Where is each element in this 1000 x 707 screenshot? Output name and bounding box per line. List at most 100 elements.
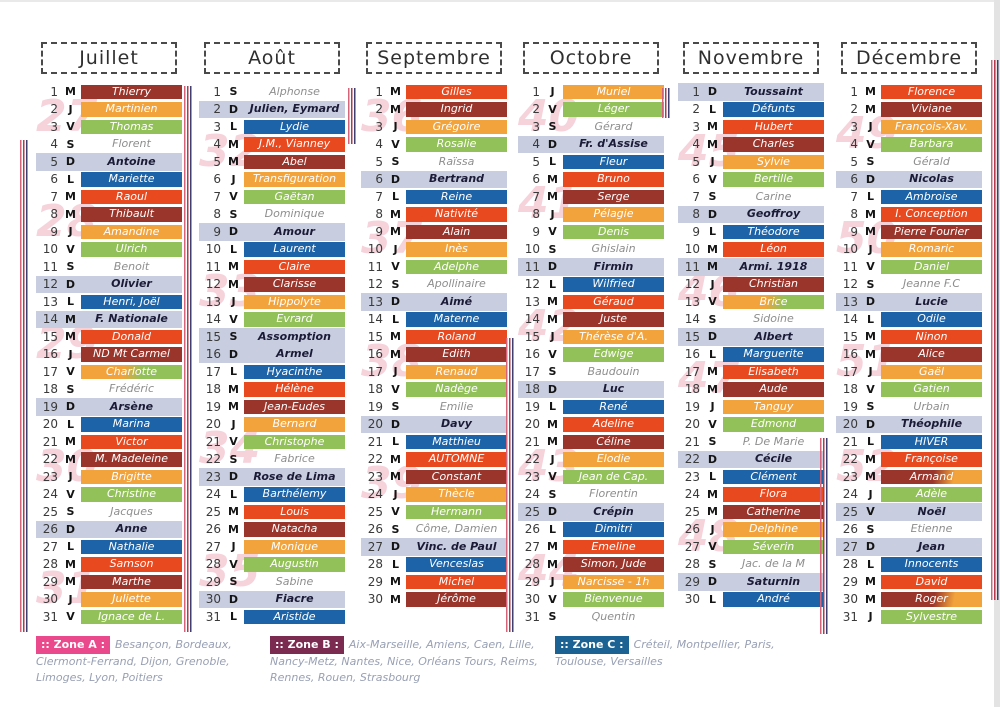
day-row: 3 J Grégoire bbox=[361, 118, 507, 136]
day-number: 16 bbox=[842, 347, 858, 362]
day-number: 22 bbox=[42, 452, 58, 467]
weekday-letter: D bbox=[547, 260, 558, 274]
day-number: 16 bbox=[524, 347, 540, 362]
day-number: 8 bbox=[532, 207, 540, 222]
weekday-letter: M bbox=[390, 225, 401, 239]
day-number: 10 bbox=[205, 242, 221, 257]
weekday-letter: M bbox=[228, 382, 239, 396]
weekday-letter: M bbox=[228, 505, 239, 519]
day-number: 29 bbox=[205, 574, 221, 589]
day-name: Gérard bbox=[594, 119, 633, 133]
weekday-letter: L bbox=[229, 365, 237, 379]
day-name: Reine bbox=[406, 189, 507, 204]
day-name: Edith bbox=[406, 347, 507, 362]
day-name: Abel bbox=[244, 154, 345, 169]
day-row: 7 S Carine bbox=[678, 188, 824, 206]
weekday-letter: S bbox=[229, 452, 238, 466]
day-row: 7 L Ambroise bbox=[836, 188, 982, 206]
day-number: 2 bbox=[50, 102, 58, 117]
day-name: Fr. d'Assise bbox=[579, 137, 648, 150]
day-name: Olivier bbox=[111, 277, 152, 290]
day-row: 28 L Venceslas bbox=[361, 556, 507, 574]
day-name: Claire bbox=[244, 259, 345, 274]
day-number: 3 bbox=[50, 119, 58, 134]
day-name: Davy bbox=[441, 417, 472, 430]
day-number: 12 bbox=[42, 277, 58, 292]
day-row: 26 M Natacha bbox=[199, 521, 345, 539]
day-name: Charles bbox=[723, 137, 824, 152]
day-name: ND Mt Carmel bbox=[81, 347, 182, 362]
day-row: 8 S Dominique bbox=[199, 206, 345, 224]
zone-b-badge: :: Zone B : bbox=[270, 636, 344, 654]
weekday-letter: J bbox=[231, 417, 236, 431]
day-number: 20 bbox=[42, 417, 58, 432]
day-number: 14 bbox=[684, 312, 700, 327]
day-number: 15 bbox=[842, 329, 858, 344]
day-row: 6 D Bertrand bbox=[361, 170, 507, 188]
day-row: 24 S Florentin bbox=[518, 486, 664, 504]
day-name: Michel bbox=[406, 574, 507, 589]
weekday-letter: M bbox=[65, 207, 76, 221]
day-number: 16 bbox=[42, 347, 58, 362]
weekday-letter: S bbox=[229, 207, 238, 221]
day-number: 21 bbox=[842, 434, 858, 449]
day-row: 18 V Nadège bbox=[361, 381, 507, 399]
day-row: 25 M Catherine bbox=[678, 503, 824, 521]
day-name: Inès bbox=[406, 242, 507, 257]
day-number: 1 bbox=[692, 84, 700, 99]
day-number: 28 bbox=[524, 557, 540, 572]
day-number: 16 bbox=[205, 347, 221, 362]
day-row: 4 S Florent bbox=[36, 136, 182, 154]
day-name: Apollinaire bbox=[427, 277, 486, 290]
day-name: Juliette bbox=[81, 592, 182, 607]
weekday-letter: M bbox=[547, 312, 558, 326]
day-number: 15 bbox=[42, 329, 58, 344]
day-number: 11 bbox=[842, 259, 858, 274]
day-name: Viviane bbox=[881, 102, 982, 117]
day-name: Noël bbox=[917, 504, 946, 518]
day-number: 10 bbox=[524, 242, 540, 257]
weekday-letter: D bbox=[390, 172, 401, 186]
day-number: 28 bbox=[842, 557, 858, 572]
day-name: Léger bbox=[563, 102, 664, 117]
weekday-letter: S bbox=[866, 400, 875, 414]
fold-stripe-mark bbox=[348, 88, 356, 144]
weekday-letter: L bbox=[708, 225, 716, 239]
day-number: 6 bbox=[375, 172, 383, 187]
weekday-letter: M bbox=[707, 242, 718, 256]
weekday-letter: M bbox=[390, 347, 401, 361]
weekday-letter: M bbox=[390, 330, 401, 344]
day-name: Défunts bbox=[723, 102, 824, 117]
day-name: Christian bbox=[723, 277, 824, 292]
day-name: Thérèse d'A. bbox=[563, 329, 664, 344]
day-number: 18 bbox=[42, 382, 58, 397]
day-name: René bbox=[563, 399, 664, 414]
day-name: Hippolyte bbox=[244, 294, 345, 309]
weekday-letter: J bbox=[710, 522, 715, 536]
day-name: Brigitte bbox=[81, 469, 182, 484]
day-number: 23 bbox=[842, 469, 858, 484]
weekday-letter: M bbox=[65, 85, 76, 99]
day-row: 3 L Lydie bbox=[199, 118, 345, 136]
weekday-letter: V bbox=[66, 487, 75, 501]
weekday-letter: M bbox=[228, 277, 239, 291]
day-row: 10 V Ulrich bbox=[36, 241, 182, 259]
weekday-letter: L bbox=[708, 102, 716, 116]
day-number: 3 bbox=[850, 119, 858, 134]
day-name: André bbox=[723, 592, 824, 607]
day-row: 16 D Armel bbox=[199, 345, 345, 363]
day-number: 14 bbox=[524, 312, 540, 327]
day-number: 9 bbox=[213, 224, 221, 239]
weekday-letter: L bbox=[391, 190, 399, 204]
weekday-letter: M bbox=[547, 172, 558, 186]
day-row: 5 M Abel bbox=[199, 153, 345, 171]
day-row: 22 M AUTOMNE bbox=[361, 451, 507, 469]
day-row: 4 V Barbara bbox=[836, 136, 982, 154]
day-row: 13 L Henri, Joël bbox=[36, 293, 182, 311]
weekday-letter: L bbox=[229, 120, 237, 134]
day-row: 30 M Jérôme bbox=[361, 591, 507, 609]
weekday-letter: L bbox=[866, 557, 874, 571]
day-row: 27 V Séverin bbox=[678, 538, 824, 556]
day-number: 4 bbox=[532, 137, 540, 152]
